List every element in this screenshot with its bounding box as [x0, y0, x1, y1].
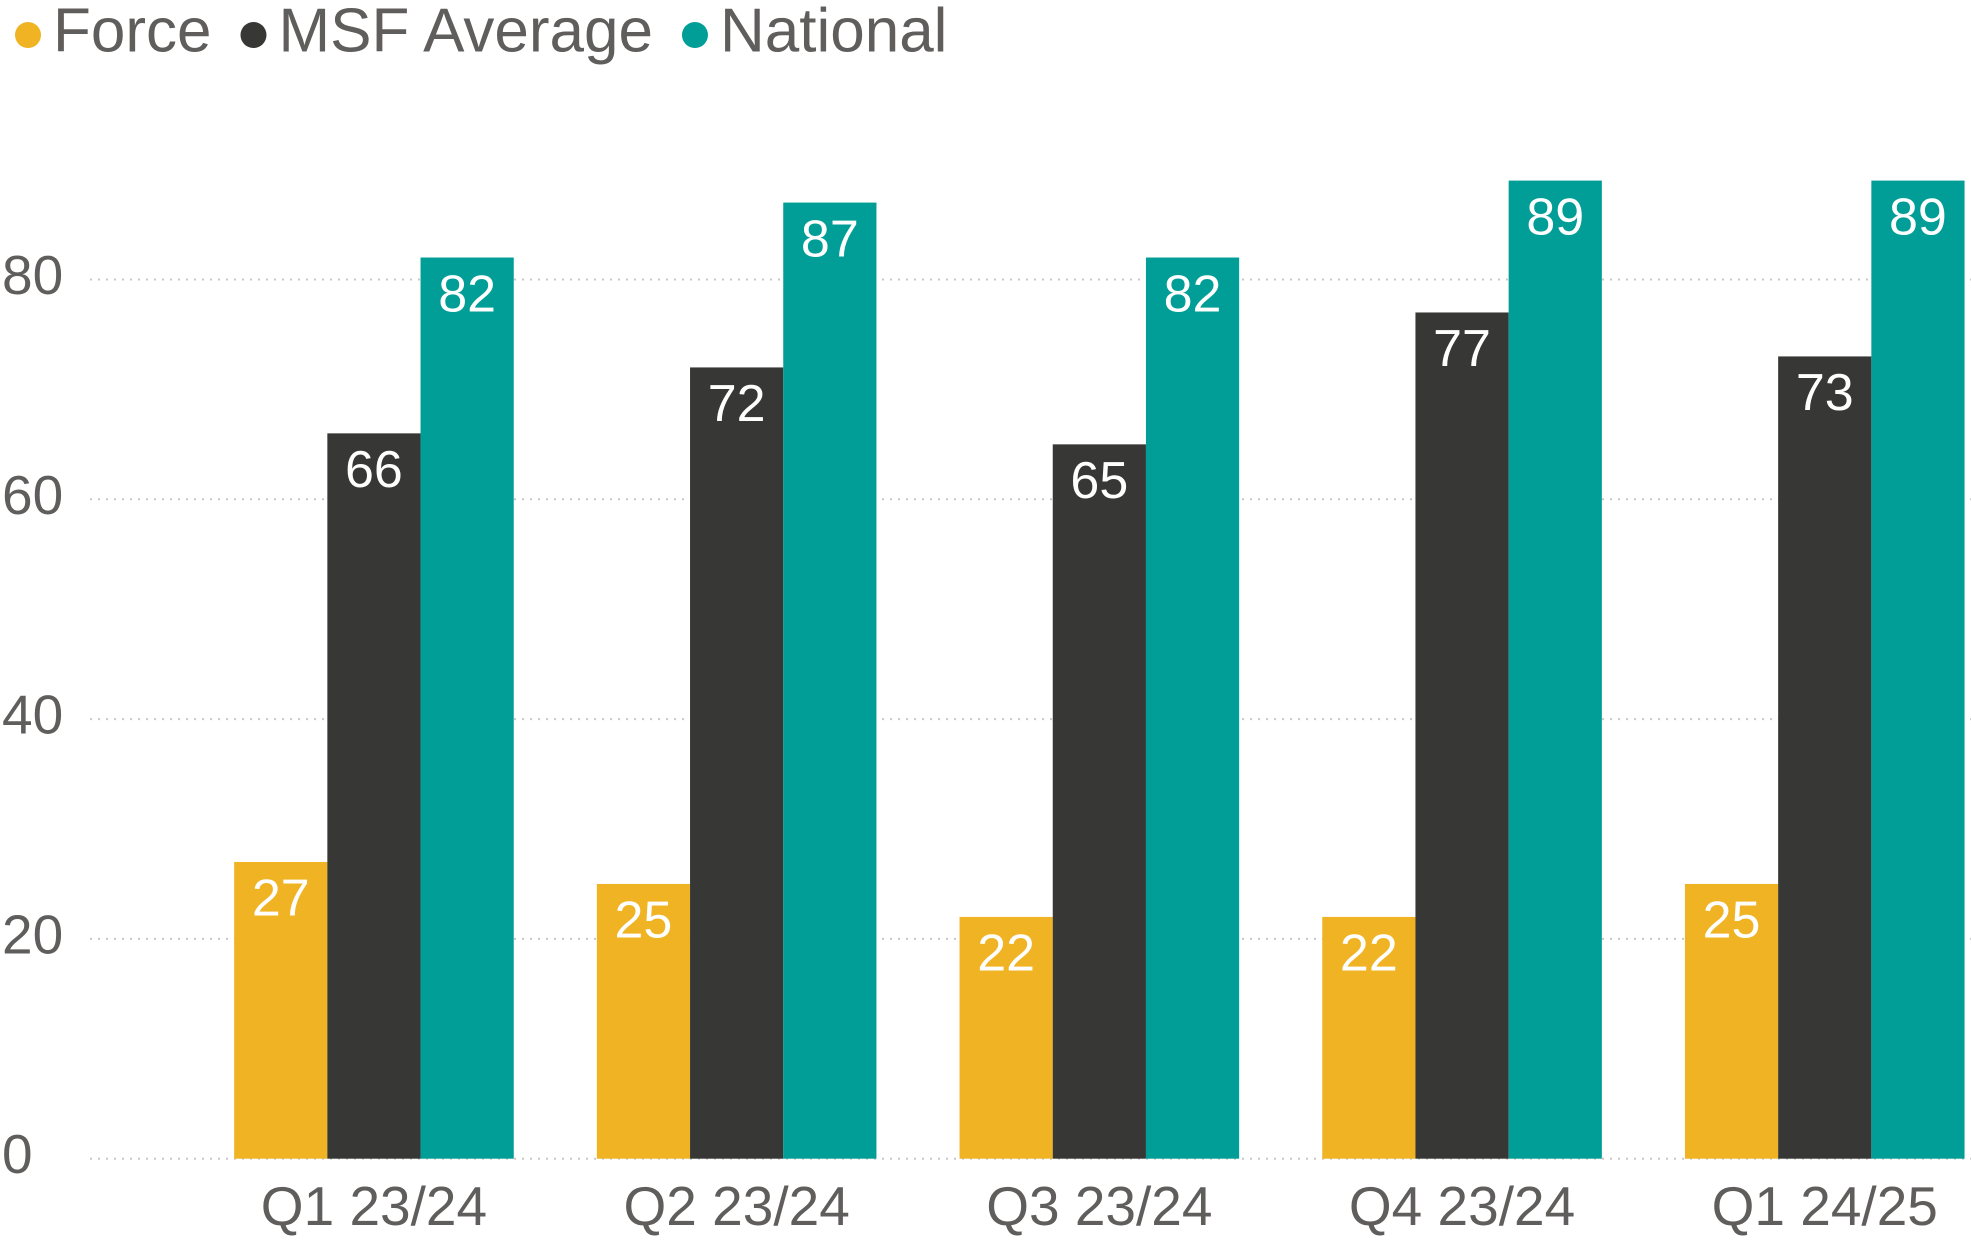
data-label: 25: [1703, 892, 1761, 950]
data-label: 72: [708, 375, 766, 433]
data-label: 25: [615, 892, 673, 950]
y-tick-label: 60: [2, 464, 63, 526]
bar: [1145, 257, 1240, 1159]
y-tick-label: 80: [2, 244, 63, 306]
legend-marker: [681, 22, 708, 48]
x-tick-label: Q3 23/24: [986, 1175, 1212, 1237]
bar: [1684, 883, 1779, 1159]
y-tick-label: 0: [2, 1123, 33, 1185]
data-label: 82: [1164, 265, 1222, 323]
bar: [1871, 180, 1965, 1159]
legend-marker: [240, 22, 267, 48]
data-label: 89: [1526, 188, 1584, 246]
legend-marker: [15, 22, 41, 48]
data-label: 73: [1796, 364, 1854, 422]
bar: [1052, 444, 1146, 1159]
bar: [596, 883, 691, 1159]
bar: [420, 257, 514, 1159]
data-label: 89: [1889, 188, 1947, 246]
data-label: 65: [1070, 452, 1128, 510]
x-tick-label: Q2 23/24: [624, 1175, 850, 1237]
data-label: 77: [1433, 320, 1491, 378]
legend-label: National: [720, 0, 947, 65]
legend-label: MSF Average: [278, 0, 652, 65]
legend-label: Force: [53, 0, 211, 65]
data-label: 82: [438, 265, 496, 323]
bar: [783, 202, 877, 1159]
bar: [1415, 312, 1509, 1159]
data-label: 22: [1340, 925, 1398, 983]
bar: [959, 916, 1053, 1159]
x-tick-label: Q1 23/24: [261, 1175, 487, 1237]
x-tick-label: Q4 23/24: [1349, 1175, 1575, 1237]
bar: [327, 433, 421, 1159]
data-label: 87: [801, 210, 859, 268]
data-label: 22: [977, 925, 1035, 983]
bar: [1322, 916, 1416, 1159]
data-label: 66: [345, 441, 403, 499]
bar: [1508, 180, 1602, 1159]
bar: [1778, 356, 1872, 1159]
bar: [690, 367, 784, 1159]
data-label: 27: [252, 870, 310, 928]
x-tick-label: Q1 24/25: [1712, 1175, 1938, 1237]
bar: [234, 861, 328, 1159]
y-tick-label: 20: [2, 903, 63, 965]
y-tick-label: 40: [2, 684, 63, 746]
